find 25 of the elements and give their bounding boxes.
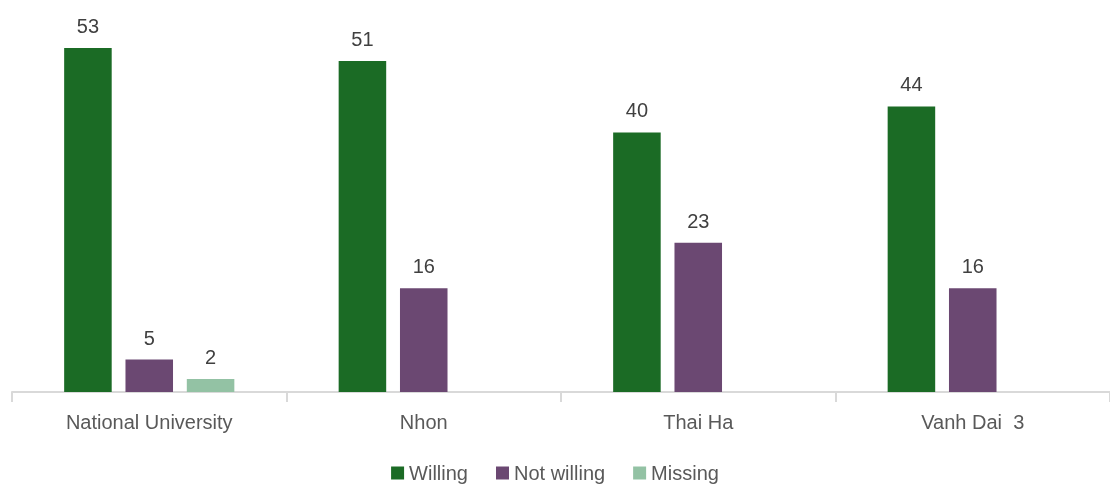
data-label: 53 — [76, 15, 100, 37]
bar — [948, 288, 997, 392]
data-label: 51 — [351, 27, 374, 50]
bar — [887, 106, 936, 392]
data-label: 44 — [900, 73, 923, 96]
data-label: 2 — [205, 346, 217, 369]
x-tick-label: Nhon — [399, 411, 448, 433]
bar — [338, 60, 387, 392]
bar — [64, 48, 112, 392]
data-label: 40 — [625, 99, 649, 122]
data-label: 23 — [687, 209, 710, 232]
data-label: 16 — [961, 255, 984, 278]
legend-label: Not willing — [513, 462, 606, 484]
data-label: 5 — [143, 326, 155, 349]
legend-label: Missing — [651, 462, 719, 484]
bar — [399, 288, 448, 392]
bar — [674, 242, 723, 392]
bar — [613, 132, 661, 392]
bar — [186, 379, 235, 392]
x-tick-label: Thai Ha — [663, 411, 735, 433]
x-tick-label: Vanh Dai 3 — [921, 411, 1025, 433]
data-label: 16 — [412, 255, 435, 278]
bar — [125, 359, 174, 392]
legend-label: Willing — [409, 462, 468, 484]
x-tick-label: National University — [65, 411, 233, 433]
